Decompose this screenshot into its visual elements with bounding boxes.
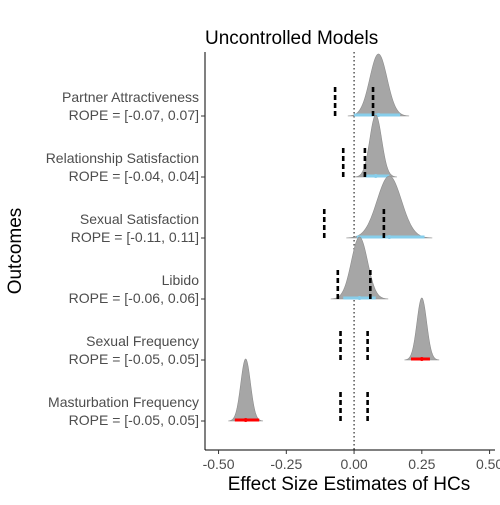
- outcome-row: [228, 358, 369, 422]
- density-ridge: [346, 175, 433, 239]
- outcome-row: [339, 297, 440, 361]
- density-ridge: [347, 53, 410, 117]
- outcome-row: [330, 236, 389, 300]
- x-tick-label: -0.25: [270, 456, 302, 472]
- x-tick-label: 0.00: [340, 456, 367, 472]
- outcome-row: [322, 175, 433, 239]
- outcome-rope-label: ROPE = [-0.07, 0.07]: [69, 107, 199, 123]
- median-point: [387, 235, 392, 239]
- outcome-name-label: Sexual Frequency: [86, 333, 199, 349]
- plot-area: [228, 52, 440, 450]
- x-axis-ticks: -0.50 -0.25 0.00 0.25 0.50: [203, 450, 500, 472]
- outcome-rope-label: ROPE = [-0.05, 0.05]: [69, 351, 199, 367]
- median-point: [376, 113, 381, 117]
- density-ridge: [330, 236, 389, 300]
- x-tick-label: 0.25: [408, 456, 435, 472]
- outcome-name-label: Relationship Satisfaction: [46, 150, 199, 166]
- y-axis-title: Outcomes: [5, 208, 26, 295]
- outcome-row: [341, 114, 397, 178]
- median-point: [357, 296, 362, 300]
- outcome-rope-label: ROPE = [-0.04, 0.04]: [69, 168, 199, 184]
- median-point: [419, 357, 424, 361]
- density-ridge: [404, 297, 440, 361]
- x-axis-title: Effect Size Estimates of HCs: [228, 474, 471, 495]
- density-ridge: [228, 358, 264, 422]
- outcome-rope-label: ROPE = [-0.05, 0.05]: [69, 412, 199, 428]
- y-axis-category-labels: Partner Attractiveness ROPE = [-0.07, 0.0…: [46, 89, 205, 428]
- outcome-name-label: Partner Attractiveness: [62, 89, 199, 105]
- outcome-rope-label: ROPE = [-0.06, 0.06]: [69, 290, 199, 306]
- x-tick-label: -0.50: [203, 456, 235, 472]
- outcome-name-label: Sexual Satisfaction: [80, 211, 199, 227]
- outcome-name-label: Libido: [162, 272, 200, 288]
- outcome-rope-label: ROPE = [-0.11, 0.11]: [71, 229, 199, 245]
- median-point: [373, 174, 378, 178]
- x-tick-label: 0.50: [476, 456, 500, 472]
- density-ridge: [354, 114, 397, 178]
- outcome-row: [333, 53, 410, 117]
- median-point: [243, 418, 248, 422]
- outcome-name-label: Masturbation Frequency: [48, 394, 199, 410]
- chart-title: Uncontrolled Models: [205, 28, 378, 49]
